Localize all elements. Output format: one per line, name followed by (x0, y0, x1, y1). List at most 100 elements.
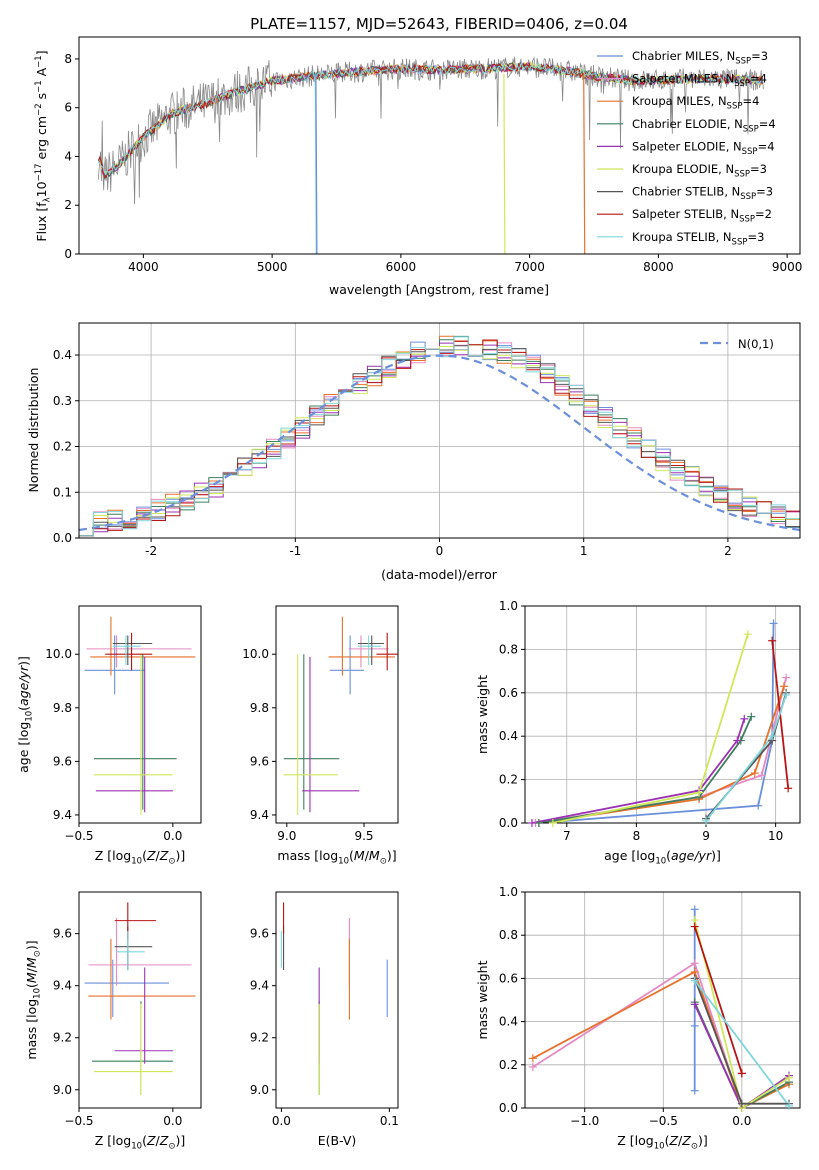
spectrum-drop (503, 73, 506, 254)
label-part: Chabrier ELODIE, N (632, 117, 743, 131)
label-part: M (354, 848, 365, 863)
y-tick-label: 9.4 (53, 979, 72, 993)
x-axis-label: Z [log10(Z/Z⊙)] (95, 1133, 185, 1152)
label-part: / (156, 1133, 161, 1148)
label-part: )] (711, 848, 721, 863)
x-axis-label: wavelength [Angstrom, rest frame] (329, 282, 549, 297)
y-tick-label: 0.2 (499, 773, 518, 787)
model-spectrum-salpeter-stelib (97, 62, 763, 179)
x-axis-label: Z [log10(Z/Z⊙)] (617, 1133, 707, 1152)
label-part: Chabrier MILES, N (632, 49, 735, 63)
label-part: s (34, 93, 49, 104)
label-part: Salpeter ELODIE, N (632, 139, 742, 153)
gaussian-curve (79, 354, 800, 532)
label-part: )] (24, 940, 39, 950)
x-tick-label: 4000 (128, 260, 159, 274)
label-part: 10 (654, 1142, 665, 1152)
label-part: Z (668, 1133, 678, 1148)
y-tick-label: 0.0 (53, 531, 72, 545)
y-tick-label: 0.2 (53, 440, 72, 454)
spectrum-drop (314, 73, 317, 254)
label-part: =3 (750, 162, 767, 176)
axes-frame (275, 891, 399, 1109)
mass-vs-extinction-panel: 0.0 0.1 9.0 9.2 9.4 9.6 E(B-V) (250, 891, 399, 1148)
label-part: age/yr (671, 848, 712, 863)
x-tick-label: 0.0 (732, 1114, 751, 1128)
label-part: ( (349, 848, 354, 863)
weight-line-salpeter-miles (532, 961, 790, 1108)
label-part: ⊙ (168, 857, 175, 867)
y-tick-label: 0.0 (499, 1101, 518, 1115)
label-part: ( (142, 848, 147, 863)
x-tick-label: −0.5 (64, 829, 93, 843)
histogram-kroupa-stelib (79, 336, 800, 537)
label-part: Kroupa ELODIE, N (632, 162, 734, 176)
x-axis-label: (data-model)/error (381, 567, 498, 582)
label-part: SSP (732, 237, 748, 247)
label-part: M (24, 957, 39, 968)
label-part: Z (146, 848, 156, 863)
label-part: =3 (756, 185, 773, 199)
y-tick-label: 10.0 (45, 647, 72, 661)
label-part: ( (24, 983, 39, 988)
y-tick-label: 10.0 (242, 647, 269, 661)
label-part: 10 (33, 988, 43, 999)
label-part: ⊙ (691, 1142, 698, 1152)
label-part: Z [log (95, 848, 131, 863)
label-part: SSP (742, 147, 758, 157)
plot-area (84, 616, 196, 815)
label-part: )] (387, 848, 397, 863)
x-tick-label: 7 (563, 829, 571, 843)
x-tick-label: -1 (289, 544, 301, 558)
label-part: Kroupa MILES, N (632, 94, 727, 108)
label-part: erg cm (34, 116, 49, 164)
label-part: Salpeter MILES, N (632, 72, 734, 86)
y-tick-label: 9.4 (53, 808, 72, 822)
x-tick-label: 9.0 (277, 829, 296, 843)
weight-line-kroupa-elodie (693, 919, 790, 1108)
y-tick-label: 9.8 (250, 701, 269, 715)
label-part: 10 (338, 857, 349, 867)
plot-area (532, 909, 790, 1108)
plot-area (79, 335, 800, 537)
x-tick-label: 8 (633, 829, 641, 843)
y-tick-label: 9.0 (250, 1083, 269, 1097)
axes-frame (78, 891, 202, 1109)
x-tick-label: 8000 (643, 260, 674, 274)
axes-frame (78, 605, 202, 824)
label-part: ⊙ (380, 857, 387, 867)
y-tick-label: 0.4 (499, 729, 518, 743)
x-tick-label: 5000 (257, 260, 288, 274)
legend-label: Salpeter MILES, NSSP=4 (632, 72, 767, 90)
label-part: SSP (727, 102, 743, 112)
legend-label: Kroupa STELIB, NSSP=3 (632, 230, 764, 248)
label-part: M (369, 848, 380, 863)
y-axis-label: mass [log10(M/M⊙)] (24, 940, 43, 1059)
y-tick-label: 0 (64, 247, 72, 261)
label-part: =4 (742, 94, 759, 108)
label-part: =4 (759, 117, 776, 131)
label-part: mass [log (277, 848, 338, 863)
label-part: mass [log (24, 999, 39, 1060)
label-part: =4 (750, 72, 767, 86)
y-tick-label: 0.1 (53, 485, 72, 499)
weight-line-salpeter-elodie (531, 718, 746, 823)
legend-label: Chabrier STELIB, NSSP=3 (632, 185, 773, 203)
y-tick-label: 9.8 (53, 701, 72, 715)
y-tick-label: 0.8 (499, 642, 518, 656)
y-tick-label: 0.4 (499, 1015, 518, 1029)
axes-frame (275, 605, 399, 824)
plot-area (283, 616, 398, 815)
label-part: )] (698, 1133, 708, 1148)
x-axis-label: mass [log10(M/M⊙)] (277, 848, 396, 867)
label-part: SSP (743, 124, 759, 134)
label-part: =3 (751, 49, 768, 63)
label-part: )] (175, 1133, 185, 1148)
label-part: SSP (734, 170, 750, 180)
label-part: / (24, 967, 39, 972)
label-part: )] (175, 848, 185, 863)
model-spectrum-kroupa-stelib (97, 60, 763, 176)
label-part: −2 (34, 103, 44, 116)
label-part: Flux [f (34, 202, 49, 242)
